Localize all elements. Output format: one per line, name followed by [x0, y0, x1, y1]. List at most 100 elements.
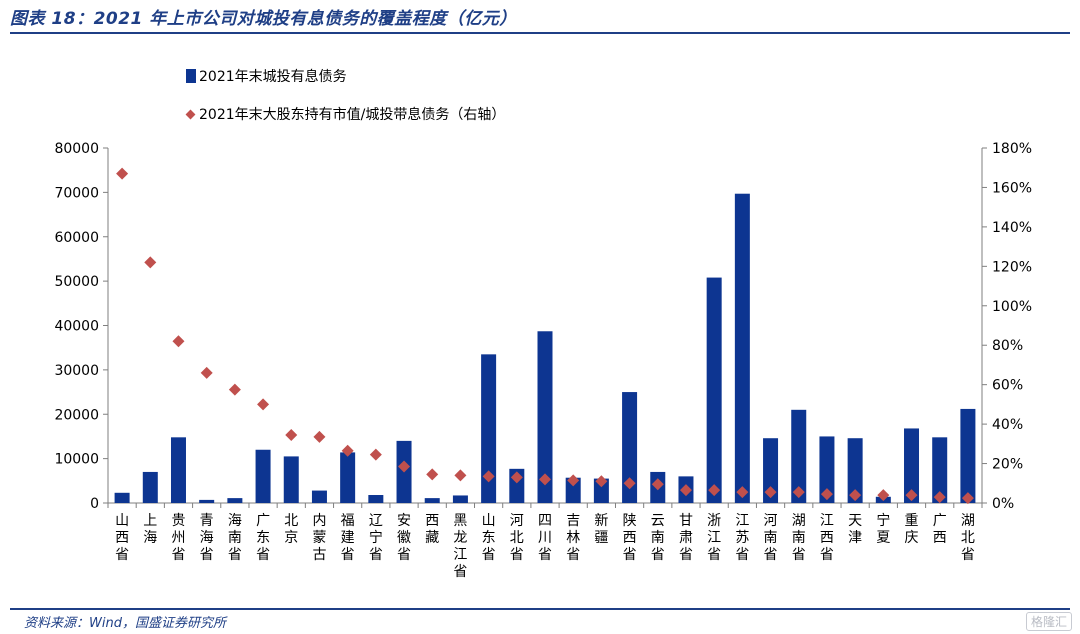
y-left-tick-label: 40000: [54, 319, 99, 335]
y-right-tick-label: 0%: [992, 496, 1014, 512]
y-right-tick-label: 80%: [992, 338, 1023, 354]
y-left-tick-label: 0: [90, 496, 99, 512]
category-label: 河南省: [764, 513, 778, 563]
axes: 0 10000 20000 30000 40000 50000 60000 70000 8000…: [54, 141, 1032, 512]
marker: [285, 428, 298, 441]
markers: [116, 167, 974, 505]
marker: [539, 473, 551, 486]
marker: [454, 469, 467, 482]
category-label: 天津: [848, 513, 862, 546]
bar: [340, 452, 356, 503]
y-left-tick-label: 80000: [54, 141, 99, 157]
bar: [142, 471, 158, 503]
category-label: 福建省: [341, 513, 355, 563]
bar: [114, 492, 130, 503]
category-label: 广东省: [256, 513, 270, 563]
marker: [849, 489, 862, 502]
y-left-tick-label: 30000: [54, 363, 99, 379]
marker: [341, 444, 354, 457]
marker: [482, 470, 495, 483]
marker: [228, 383, 241, 396]
category-label: 辽宁省: [369, 513, 383, 563]
category-label: 新疆: [594, 513, 608, 546]
marker: [116, 167, 129, 180]
legend-bar-label: 2021年末城投有息债务: [199, 68, 347, 85]
bar: [424, 498, 440, 503]
category-label: 河北省: [510, 513, 524, 563]
bar: [227, 498, 243, 503]
bar: [481, 354, 497, 503]
marker: [313, 430, 326, 443]
category-label: 湖北省: [961, 513, 975, 563]
marker: [905, 489, 918, 502]
bar: [763, 438, 779, 503]
marker: [144, 256, 157, 269]
watermark-logo: 格隆汇: [1025, 612, 1072, 631]
marker: [679, 484, 692, 497]
marker: [708, 484, 721, 497]
category-label: 西藏: [425, 513, 439, 546]
category-label: 上海: [143, 513, 157, 546]
category-label: 青海省: [200, 513, 214, 563]
category-label: 湖南省: [792, 513, 806, 563]
category-label: 重庆: [905, 513, 919, 546]
marker: [426, 468, 439, 481]
category-label: 江西省: [820, 513, 834, 563]
bar: [311, 490, 327, 503]
bar: [255, 449, 271, 503]
bar: [847, 438, 863, 503]
bars: [114, 193, 976, 504]
legend-marker-label: 2021年末大股东持有市值/城投带息债务（右轴）: [199, 106, 505, 123]
bar: [283, 456, 299, 503]
category-label: 安徽省: [397, 513, 411, 563]
y-right-tick-label: 100%: [992, 299, 1032, 315]
marker: [877, 489, 890, 502]
legend: 2021年末城投有息债务 2021年末大股东持有市值/城投带息债务（右轴）: [185, 68, 505, 123]
marker: [200, 366, 213, 379]
category-label: 江苏省: [735, 513, 749, 563]
category-label: 四川省: [538, 513, 552, 563]
bar: [368, 495, 384, 503]
marker: [933, 491, 946, 504]
category-label: 山西省: [115, 513, 129, 563]
y-left-tick-label: 10000: [54, 452, 99, 468]
y-right-tick-label: 20%: [992, 457, 1023, 473]
bar: [706, 277, 722, 503]
bar: [537, 331, 553, 503]
bar: [904, 428, 920, 503]
bar: [593, 478, 609, 503]
category-label: 北京: [284, 513, 298, 546]
marker: [595, 475, 608, 488]
bar: [452, 495, 468, 503]
marker: [398, 460, 411, 473]
marker: [651, 478, 664, 491]
category-label: 宁夏: [876, 512, 890, 546]
marker: [567, 474, 580, 487]
bar: [565, 477, 581, 503]
marker: [961, 492, 974, 505]
marker: [172, 335, 185, 348]
marker: [792, 486, 805, 499]
category-label: 甘肃省: [679, 513, 693, 563]
bar: [819, 436, 835, 503]
bar: [791, 409, 807, 503]
y-left-tick-label: 20000: [54, 407, 99, 423]
bar: [622, 392, 638, 503]
category-label: 贵州省: [171, 513, 185, 563]
y-right-tick-label: 160%: [992, 180, 1032, 196]
bar: [170, 437, 186, 503]
y-right-tick-label: 120%: [992, 259, 1032, 275]
y-left-tick-label: 60000: [54, 230, 99, 246]
marker: [820, 488, 833, 501]
marker: [736, 486, 749, 499]
category-label: 吉林省: [566, 513, 580, 563]
marker: [764, 486, 777, 499]
bar: [960, 408, 976, 503]
category-label: 陕西省: [623, 513, 637, 563]
marker: [369, 448, 382, 461]
category-label: 海南省: [228, 513, 242, 563]
bar: [734, 193, 750, 504]
title-rule: [10, 32, 1070, 34]
marker: [623, 477, 636, 490]
